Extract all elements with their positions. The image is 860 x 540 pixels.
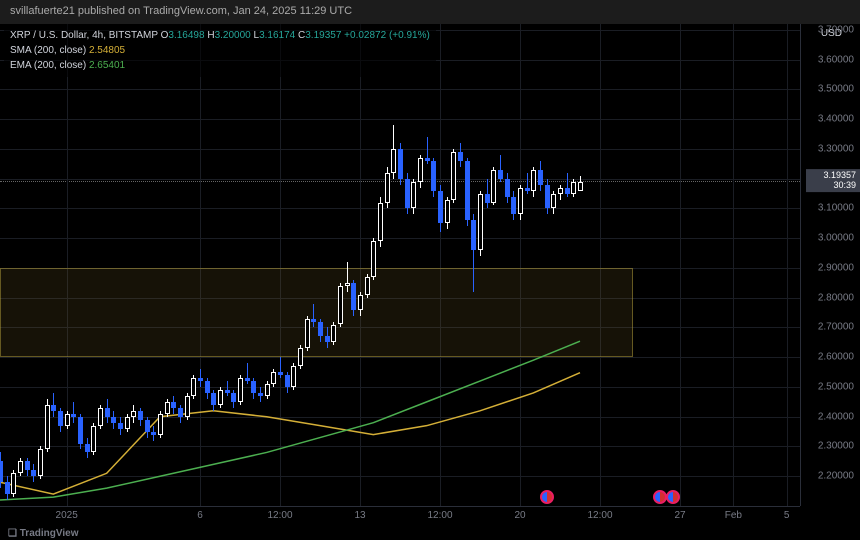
ohlc-h: 3.20000: [215, 30, 251, 41]
x-tick-label: 12:00: [427, 510, 452, 521]
current-price-tag: 3.1935730:39: [806, 169, 860, 193]
ohlc-o: 3.16498: [168, 30, 204, 41]
gridline-v: [787, 24, 788, 506]
sma-label: SMA (200, close): [10, 45, 86, 56]
x-tick-label: 13: [354, 510, 365, 521]
x-tick-label: 5: [784, 510, 790, 521]
event-marker-icon[interactable]: [653, 490, 667, 504]
y-tick-label: 3.60000: [818, 54, 854, 65]
y-tick-label: 3.30000: [818, 143, 854, 154]
y-tick-label: 2.70000: [818, 322, 854, 333]
y-tick-label: 3.40000: [818, 114, 854, 125]
gridline-v: [200, 24, 201, 506]
ohlc-h-label: H: [207, 30, 214, 41]
publish-text: svillafuerte21 published on TradingView.…: [10, 5, 352, 17]
gridline-v: [680, 24, 681, 506]
x-tick-label: 6: [197, 510, 203, 521]
x-tick-label: 12:00: [587, 510, 612, 521]
demand-zone[interactable]: [0, 268, 633, 357]
ema-label: EMA (200, close): [10, 60, 86, 71]
symbol-info-panel: XRP / U.S. Dollar, 4h, BITSTAMP O3.16498…: [4, 24, 436, 77]
y-tick-label: 2.80000: [818, 292, 854, 303]
gridline-v: [440, 24, 441, 506]
chart-area[interactable]: [0, 24, 800, 506]
y-tick-label: 2.60000: [818, 352, 854, 363]
tradingview-watermark: TradingView: [8, 528, 78, 539]
x-tick-label: 20: [514, 510, 525, 521]
x-tick-label: 27: [674, 510, 685, 521]
ohlc-c: 3.19357: [305, 30, 341, 41]
y-tick-label: 3.00000: [818, 233, 854, 244]
x-axis[interactable]: 2025 6 12:00 13 12:00 20 12:00 27 Feb 5: [0, 506, 800, 526]
x-tick-label: 12:00: [267, 510, 292, 521]
sma-value: 2.54805: [89, 45, 125, 56]
symbol-row: XRP / U.S. Dollar, 4h, BITSTAMP O3.16498…: [10, 28, 430, 43]
ema-row: EMA (200, close) 2.65401: [10, 58, 430, 73]
ema-value: 2.65401: [89, 60, 125, 71]
gridline-v: [600, 24, 601, 506]
event-marker-icon[interactable]: [666, 490, 680, 504]
gridline-v: [733, 24, 734, 506]
sma-row: SMA (200, close) 2.54805: [10, 43, 430, 58]
y-tick-label: 2.40000: [818, 411, 854, 422]
gridline-v: [280, 24, 281, 506]
symbol-pair: XRP / U.S. Dollar, 4h, BITSTAMP: [10, 30, 158, 41]
gridline-v: [360, 24, 361, 506]
y-tick-label: 2.90000: [818, 262, 854, 273]
y-tick-label: 2.30000: [818, 441, 854, 452]
event-marker-icon[interactable]: [540, 490, 554, 504]
x-tick-label: Feb: [725, 510, 742, 521]
ohlc-l: 3.16174: [259, 30, 295, 41]
x-tick-label: 2025: [56, 510, 78, 521]
gridline-v: [520, 24, 521, 506]
y-tick-label: 2.20000: [818, 471, 854, 482]
y-tick-label: 3.50000: [818, 84, 854, 95]
y-tick-label: 3.10000: [818, 203, 854, 214]
ohlc-change: +0.02872 (+0.91%): [344, 30, 430, 41]
y-axis[interactable]: USD 3.700003.600003.500003.400003.300003…: [800, 24, 860, 506]
publish-header: svillafuerte21 published on TradingView.…: [0, 0, 860, 24]
gridline-v: [67, 24, 68, 506]
y-tick-label: 3.70000: [818, 24, 854, 35]
y-tick-label: 2.50000: [818, 381, 854, 392]
